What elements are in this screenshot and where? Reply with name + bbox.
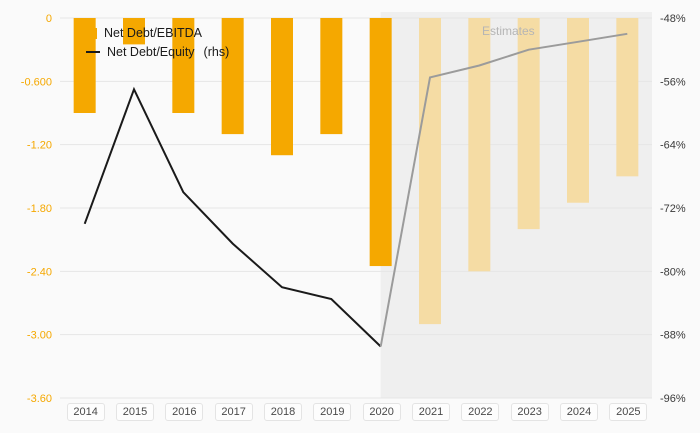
- legend: Net Debt/EBITDA Net Debt/Equity (rhs): [86, 26, 229, 59]
- left-axis-tick-label: -0.600: [21, 76, 52, 88]
- left-axis-tick-label: -2.40: [27, 266, 52, 278]
- left-axis-tick-label: 0: [46, 13, 52, 25]
- legend-bar-label: Net Debt/EBITDA: [104, 26, 202, 40]
- legend-item-bar: Net Debt/EBITDA: [86, 26, 229, 40]
- line-series-estimate[interactable]: [379, 32, 628, 347]
- left-axis-tick-label: -3.60: [27, 393, 52, 405]
- bar-2022[interactable]: [468, 18, 491, 272]
- bar-2018[interactable]: [271, 18, 293, 156]
- right-axis-tick-label: -72%: [660, 203, 686, 215]
- right-axis-tick-label: -48%: [660, 13, 686, 25]
- legend-item-line: Net Debt/Equity (rhs): [86, 45, 229, 59]
- legend-line-label-suffix: (rhs): [203, 45, 230, 59]
- left-axis-tick-label: -3.00: [27, 330, 52, 342]
- bar-2015[interactable]: [123, 18, 145, 45]
- right-axis-tick-label: -80%: [660, 266, 686, 278]
- bar-2019[interactable]: [320, 18, 343, 135]
- bar-series-swatch: [86, 27, 97, 39]
- bar-2025[interactable]: [616, 18, 639, 177]
- right-axis-tick-label: -96%: [660, 393, 686, 405]
- right-axis-tick-label: -88%: [660, 330, 686, 342]
- bar-2023[interactable]: [517, 18, 540, 230]
- legend-line-label: Net Debt/Equity: [107, 45, 195, 59]
- bar-2017[interactable]: [221, 18, 244, 135]
- bar-2024[interactable]: [567, 18, 589, 203]
- line-series-actual[interactable]: [83, 86, 382, 348]
- left-axis-tick-label: -1.80: [27, 203, 52, 215]
- right-axis-tick-label: -64%: [660, 140, 686, 152]
- bar-2014[interactable]: [73, 18, 96, 113]
- right-axis-tick-label: -56%: [660, 76, 686, 88]
- left-axis-tick-label: -1.20: [27, 140, 52, 152]
- line-series-swatch: [86, 51, 100, 53]
- bar-2020[interactable]: [369, 18, 392, 267]
- bar-2016[interactable]: [172, 18, 195, 113]
- estimates-label: Estimates: [482, 24, 535, 38]
- bar-2021[interactable]: [419, 18, 441, 325]
